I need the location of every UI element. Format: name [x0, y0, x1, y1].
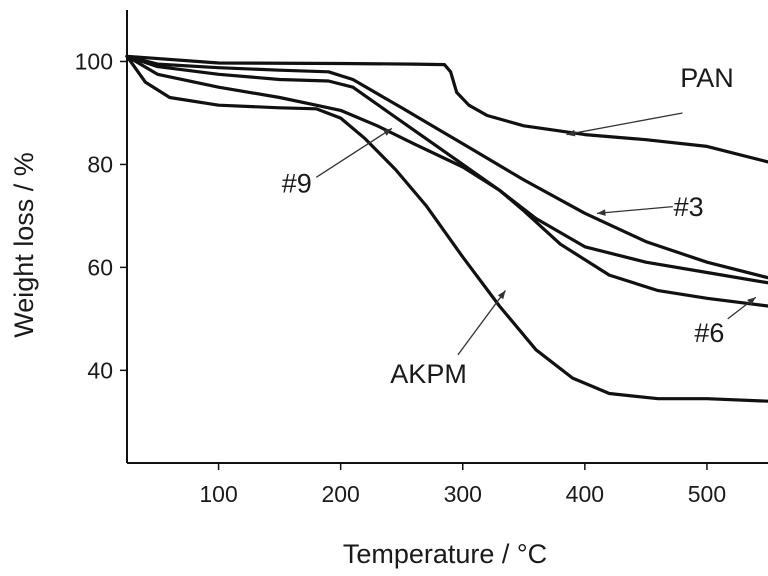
series-line-akpm	[125, 54, 768, 403]
annotation-label-akpm: AKPM	[390, 359, 467, 389]
x-tick-label-500: 500	[688, 481, 726, 507]
y-tick-label-60: 60	[87, 254, 113, 280]
annotation-arrows	[315, 112, 757, 356]
annotation-label-pan: PAN	[680, 63, 734, 93]
annotation-arrowhead-9	[383, 128, 392, 136]
annotation-arrow-3	[597, 205, 673, 214]
annotation-arrow-9	[315, 127, 393, 178]
x-tick-label-300: 300	[444, 481, 482, 507]
y-tick-label-100: 100	[75, 48, 113, 74]
series-line-pan	[125, 54, 768, 164]
annotation-label-3: #3	[674, 192, 704, 222]
annotation-arrowhead-akpm	[497, 290, 506, 300]
annotation-arrow-pan	[566, 112, 683, 136]
annotation-arrowhead-6	[747, 297, 756, 305]
x-tick-label-200: 200	[321, 481, 359, 507]
annotation-arrowhead-3	[597, 209, 606, 216]
annotation-label-9: #9	[282, 169, 312, 199]
y-axis-title: Weight loss / %	[9, 152, 39, 338]
annotation-label-6: #6	[694, 318, 724, 348]
annotation-arrowhead-pan	[566, 129, 576, 137]
x-axis-title: Temperature / °C	[343, 539, 547, 569]
y-tick-label-40: 40	[87, 357, 113, 383]
ticks-layer: 100 200 300 400 500 40 60 80 100	[75, 48, 727, 507]
x-tick-label-100: 100	[199, 481, 237, 507]
x-tick-label-400: 400	[566, 481, 604, 507]
series-line-3	[125, 54, 768, 280]
y-tick-label-80: 80	[87, 151, 113, 177]
series-line-9	[125, 54, 768, 308]
axes-layer	[126, 10, 768, 464]
annotation-labels: PAN #3 #6 #9 AKPM	[282, 63, 734, 389]
annotation-arrow-akpm	[457, 290, 507, 356]
curves-layer	[125, 54, 768, 403]
series-line-6	[125, 54, 768, 285]
